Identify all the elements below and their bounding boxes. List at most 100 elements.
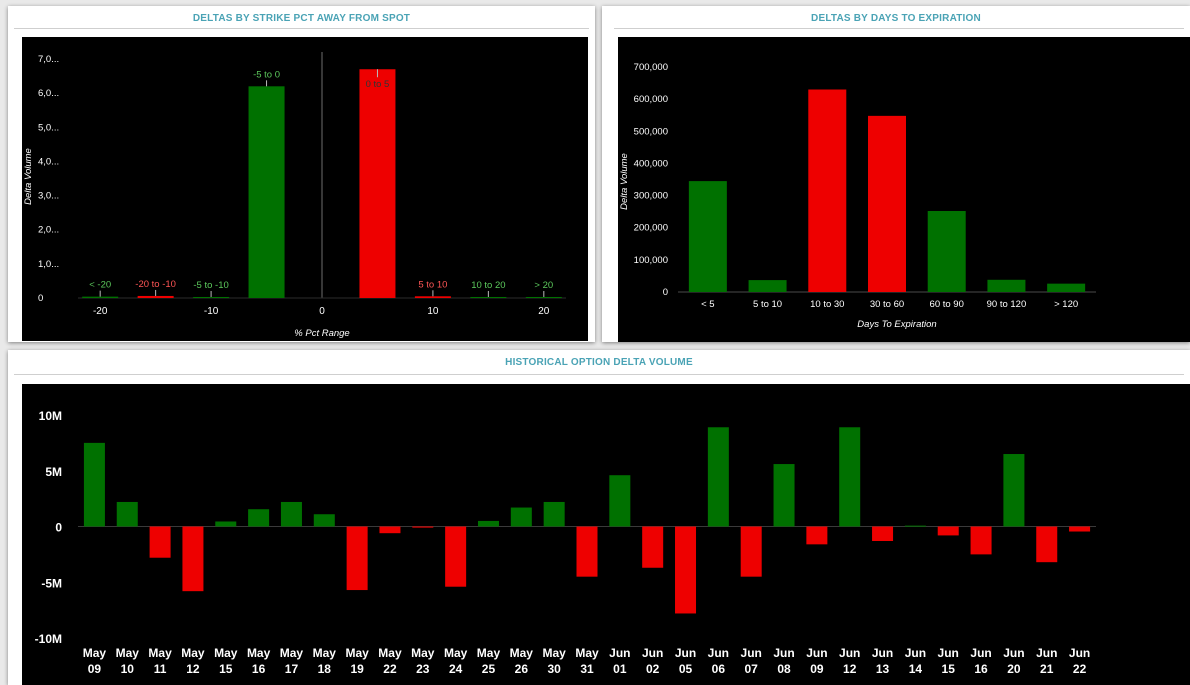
bar	[248, 86, 285, 298]
x-tick-month: May	[411, 646, 435, 660]
bar	[280, 501, 302, 527]
x-axis-title: % Pct Range	[294, 328, 349, 339]
x-tick-day: 26	[515, 662, 529, 676]
bar	[609, 475, 631, 527]
y-tick-label: 5M	[45, 465, 62, 479]
x-tick-day: 11	[154, 662, 167, 676]
y-tick-label: 600,000	[634, 94, 668, 105]
x-tick-month: May	[148, 646, 172, 660]
bar	[470, 296, 507, 298]
bar	[346, 526, 368, 591]
y-axis-title: Delta Volume	[619, 153, 630, 210]
y-tick-label: 6,0...	[38, 88, 59, 99]
strike-title-divider	[14, 28, 589, 29]
bar	[642, 526, 664, 568]
bar	[359, 69, 396, 298]
x-tick-day: 22	[383, 662, 397, 676]
bar	[839, 427, 861, 527]
data-label: 0 to 5	[366, 79, 390, 90]
bar	[970, 526, 992, 555]
bar	[808, 89, 847, 292]
x-tick-day: 05	[679, 662, 693, 676]
bar	[1036, 526, 1058, 563]
x-tick-label: 10 to 30	[810, 299, 844, 310]
x-tick-month: Jun	[839, 646, 860, 660]
x-tick-month: Jun	[773, 646, 794, 660]
y-tick-label: 500,000	[634, 126, 668, 137]
data-label: -5 to -10	[193, 280, 228, 291]
x-tick-day: 09	[88, 662, 102, 676]
bar	[868, 115, 906, 292]
expiry-panel-title: DELTAS BY DAYS TO EXPIRATION	[811, 13, 981, 24]
x-tick-month: May	[477, 646, 501, 660]
bar	[707, 427, 729, 527]
history-chart: -10M -5M 0 5M 10M May 09 May 10 May 11 May 12 May 15 Ma…	[35, 409, 1096, 676]
bar	[82, 296, 119, 298]
x-tick-month: May	[542, 646, 566, 660]
x-tick-day: 24	[449, 662, 463, 676]
y-tick-label: 2,0...	[38, 225, 59, 236]
bar	[740, 526, 762, 577]
x-tick-day: 10	[121, 662, 135, 676]
x-tick-day: 07	[745, 662, 759, 676]
strike-chart: 0 1,0... 2,0... 3,0... 4,0... 5,0... 6,0... 7,0…	[23, 52, 566, 339]
x-tick-month: May	[313, 646, 337, 660]
x-tick-day: 19	[350, 662, 364, 676]
y-tick-label: 3,0...	[38, 191, 59, 202]
expiry-title-divider	[614, 28, 1184, 29]
expiry-chart: 0 100,000 200,000 300,000 400,000 500,000 600,…	[619, 62, 1096, 330]
bar	[872, 526, 894, 541]
x-tick-label: -20	[93, 306, 108, 317]
x-tick-month: May	[444, 646, 468, 660]
x-tick-day: 15	[219, 662, 233, 676]
bar	[414, 296, 451, 298]
history-title-divider	[14, 374, 1184, 375]
data-label: -20 to -10	[135, 279, 176, 290]
bar	[137, 295, 174, 298]
strike-panel-title: DELTAS BY STRIKE PCT AWAY FROM SPOT	[192, 13, 411, 24]
bar	[937, 526, 959, 536]
x-tick-month: Jun	[675, 646, 696, 660]
x-tick-day: 30	[547, 662, 561, 676]
bar	[83, 442, 105, 527]
bar	[927, 211, 966, 292]
y-tick-label: 10M	[39, 409, 62, 423]
x-tick-day: 23	[416, 662, 430, 676]
x-tick-month: May	[181, 646, 205, 660]
x-tick-day: 20	[1007, 662, 1021, 676]
x-tick-month: Jun	[806, 646, 827, 660]
bar	[525, 296, 562, 298]
bar	[313, 514, 335, 527]
x-tick-day: 16	[252, 662, 266, 676]
bar	[748, 280, 787, 292]
x-tick-day: 21	[1040, 662, 1054, 676]
strike-plot-area: 0 1,0... 2,0... 3,0... 4,0... 5,0... 6,0... 7,0…	[22, 37, 588, 341]
bar	[1003, 454, 1025, 527]
x-tick-label: < 5	[701, 299, 714, 310]
bar	[688, 181, 727, 292]
x-tick-day: 31	[580, 662, 594, 676]
x-tick-month: May	[247, 646, 271, 660]
bar	[1069, 526, 1091, 532]
y-tick-label: -5M	[41, 576, 62, 590]
y-tick-label: 7,0...	[38, 54, 59, 65]
y-tick-label: 100,000	[634, 255, 668, 266]
x-tick-label: 5 to 10	[753, 299, 782, 310]
expiry-plot-area: 0 100,000 200,000 300,000 400,000 500,000 600,…	[618, 37, 1190, 342]
x-tick-month: Jun	[708, 646, 729, 660]
x-tick-month: Jun	[741, 646, 762, 660]
bar	[149, 526, 171, 558]
x-tick-day: 09	[810, 662, 824, 676]
x-tick-label: -10	[204, 306, 219, 317]
y-tick-label: 4,0...	[38, 156, 59, 167]
x-tick-day: 02	[646, 662, 660, 676]
history-panel-title: HISTORICAL OPTION DELTA VOLUME	[505, 357, 693, 368]
x-tick-month: May	[378, 646, 402, 660]
x-tick-month: Jun	[905, 646, 926, 660]
x-tick-label: > 120	[1054, 299, 1078, 310]
x-tick-day: 01	[613, 662, 627, 676]
bar	[193, 296, 230, 298]
bar	[116, 501, 138, 527]
data-label: < -20	[89, 280, 111, 291]
data-label: > 20	[534, 280, 553, 291]
